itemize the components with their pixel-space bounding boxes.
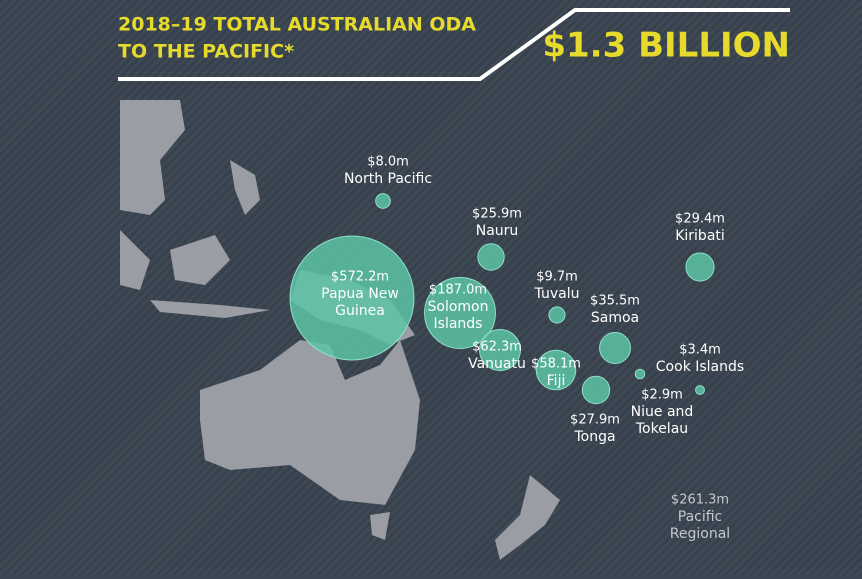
bubble [289, 235, 415, 361]
region-name: Regional [670, 526, 730, 542]
region-name: Samoa [591, 310, 639, 326]
region-name: Pacific [678, 509, 723, 525]
region-name: Guinea [335, 303, 385, 319]
bubble [634, 368, 646, 380]
region-name: Nauru [476, 223, 519, 239]
value-label: $3.4m [679, 343, 721, 358]
value-label: $62.3m [472, 340, 522, 355]
value-label: $2.9m [641, 388, 683, 403]
region-name: Niue and [631, 404, 694, 420]
value-label: $572.2m [331, 270, 389, 285]
region-name: Tonga [573, 429, 615, 445]
region-name: Tuvalu [534, 286, 580, 302]
region-name: Papua New [321, 286, 399, 302]
value-label: $261.3m [671, 493, 729, 508]
value-label: $29.4m [675, 212, 725, 227]
total: $1.3 BILLION [542, 26, 790, 66]
region-name: Solomon [428, 299, 489, 315]
value-label: $25.9m [472, 207, 522, 222]
region-name: Kiribati [675, 228, 725, 244]
bubble [581, 375, 611, 405]
bubble [599, 332, 631, 364]
value-label: $9.7m [536, 270, 578, 285]
region-name: North Pacific [344, 171, 432, 187]
region-name: Islands [434, 316, 483, 332]
bubble [479, 329, 521, 371]
region-name: Fiji [547, 373, 566, 389]
value-label: $35.5m [590, 294, 640, 309]
bubble [685, 252, 715, 282]
bubble [548, 306, 566, 324]
region-name: Vanuatu [468, 356, 526, 372]
value-label: $58.1m [531, 357, 581, 372]
title-line: 2018–19 TOTAL AUSTRALIAN ODA [118, 14, 476, 36]
value-label: $27.9m [570, 413, 620, 428]
value-label: $8.0m [367, 155, 409, 170]
header-rule [118, 8, 790, 81]
region-name: Tokelau [635, 421, 688, 437]
bubble [535, 349, 577, 391]
region-name: Cook Islands [656, 359, 744, 375]
bubble [695, 385, 705, 395]
title-line: TO THE PACIFIC* [118, 41, 294, 63]
bubble [424, 277, 496, 349]
value-label: $187.0m [429, 283, 487, 298]
bubble [477, 243, 505, 271]
bubble [375, 193, 391, 209]
